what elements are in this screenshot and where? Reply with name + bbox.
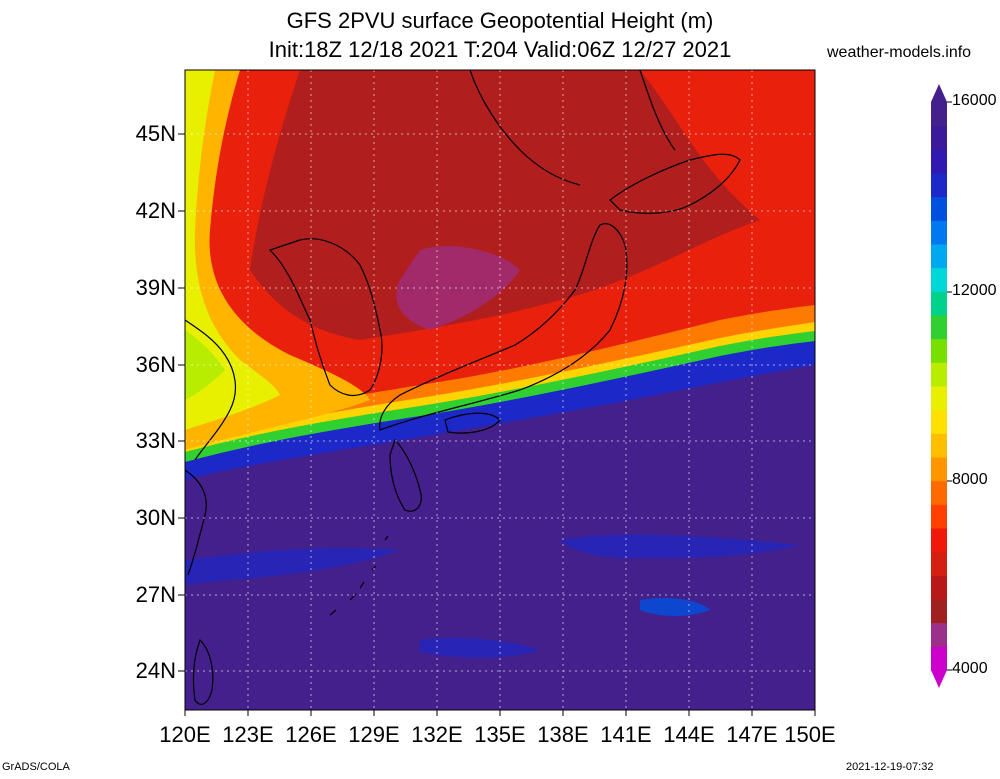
lat-label-33n: 33N [135,428,176,453]
colorbar-swatch [931,125,947,150]
lat-label-27n: 27N [135,582,176,607]
grid [185,70,815,710]
footer-credit: GrADS/COLA [2,761,70,773]
colorbar-swatch [931,646,947,671]
colorbar-swatch [931,196,947,221]
lat-label-36n: 36N [135,352,176,377]
lon-label-123e: 123E [222,722,274,747]
colorbar-label-12000: 12000 [952,282,997,299]
lat-label-45n: 45N [135,121,176,146]
lon-label-138e: 138E [537,722,589,747]
colorbar-label-8000: 8000 [952,471,988,488]
lon-label-135e: 135E [474,722,526,747]
lon-label-120e: 120E [159,722,211,747]
colorbar-swatch [931,149,947,174]
lat-label-39n: 39N [135,275,176,300]
map-title: GFS 2PVU surface Geopotential Height (m) [286,8,714,33]
colorbar-swatch [931,599,947,624]
colorbar-arrow-top [931,84,947,102]
colorbar-swatch [931,244,947,269]
lon-label-147e: 147E [726,722,778,747]
colorbar-swatch [931,457,947,482]
colorbar-swatch [931,409,947,434]
colorbar-swatch [931,315,947,340]
lon-label-126e: 126E [285,722,337,747]
colorbar-swatch [931,386,947,411]
site-label: weather-models.info [827,44,972,61]
colorbar-label-16000: 16000 [952,92,997,109]
colorbar-swatch [931,575,947,600]
colorbar-label-4000: 4000 [952,660,988,677]
colorbar-swatch [931,504,947,529]
footer-timestamp: 2021-12-19-07:32 [846,761,934,773]
lat-label-42n: 42N [135,198,176,223]
height-field [185,70,815,710]
colorbar [931,84,952,688]
colorbar-swatch [931,480,947,505]
lat-label-24n: 24N [135,658,176,683]
colorbar-swatch [931,102,947,127]
colorbar-swatch [931,173,947,198]
lon-label-144e: 144E [663,722,715,747]
colorbar-swatch [931,622,947,647]
lon-label-129e: 129E [348,722,400,747]
lon-label-141e: 141E [600,722,652,747]
axis-ticks [178,133,816,716]
lon-label-150e: 150E [784,722,836,747]
lon-label-132e: 132E [411,722,463,747]
map-subtitle: Init:18Z 12/18 2021 T:204 Valid:06Z 12/2… [268,37,732,62]
colorbar-swatch [931,433,947,458]
lat-label-30n: 30N [135,505,176,530]
coastlines [185,70,741,705]
colorbar-swatch [931,528,947,553]
colorbar-swatch [931,338,947,363]
colorbar-swatch [931,220,947,245]
colorbar-swatch [931,551,947,576]
colorbar-swatch [931,291,947,316]
colorbar-swatch [931,267,947,292]
colorbar-swatch [931,362,947,387]
colorbar-arrow-bottom [931,670,947,688]
